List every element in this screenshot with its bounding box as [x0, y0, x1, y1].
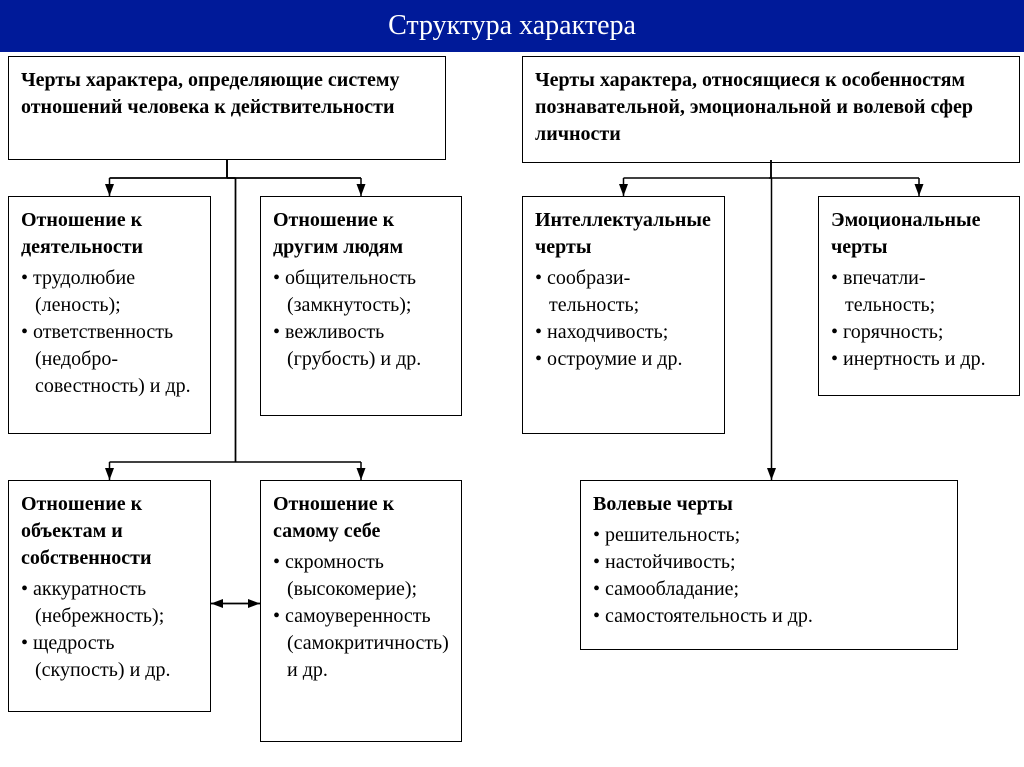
page-title: Структура характера [0, 0, 1024, 52]
box-title: Интеллекту­альные чер­ты [535, 207, 712, 261]
box-item: щедрость (скупость) и др. [21, 630, 198, 684]
box-title: Волевые черты [593, 491, 945, 518]
box-item: находчи­вость; [535, 319, 712, 346]
box-items: аккуратность (небрежность);щедрость (ску… [21, 576, 198, 684]
box-item: горячность; [831, 319, 1007, 346]
box-item: инертность и др. [831, 346, 1007, 373]
box-item: вежливость (грубость) и др. [273, 319, 449, 373]
title-text: Структура характера [388, 10, 636, 41]
box-item: общитель­ность (замкну­тость); [273, 265, 449, 319]
box-items: скромность (высокомерие);самоуверен­ност… [273, 549, 449, 684]
box-item: самостоятельность и др. [593, 603, 945, 630]
box-item: сообрази­тельность; [535, 265, 712, 319]
box-items: сообрази­тельность;находчи­вость;остроум… [535, 265, 712, 373]
box-item: настойчивость; [593, 549, 945, 576]
box-title: Отношение к самому себе [273, 491, 449, 545]
box-title: Отношение к объектам и собственности [21, 491, 198, 572]
box-item: решительность; [593, 522, 945, 549]
box-items: впечатли­тельность;горячность;инертность… [831, 265, 1007, 373]
box-parentRight: Черты характера, относящиеся к особеннос… [522, 56, 1020, 163]
box-b1: Отношение к деятельноститрудолюбие (лено… [8, 196, 211, 434]
box-title: Отношение к деятельности [21, 207, 198, 261]
box-title: Отношение к другим людям [273, 207, 449, 261]
box-items: общитель­ность (замкну­тость);вежливость… [273, 265, 449, 373]
box-item: ответствен­ность (недобро­совестность) и… [21, 319, 198, 400]
box-parentLeft: Черты характера, определяющие сис­тему о… [8, 56, 446, 160]
box-b5: Отношение к объектам и собственностиакку… [8, 480, 211, 712]
box-items: решительность;настойчивость;самообладани… [593, 522, 945, 630]
box-b3: Интеллекту­альные чер­тысообрази­тельнос… [522, 196, 725, 434]
box-item: впечатли­тельность; [831, 265, 1007, 319]
box-item: остроумие и др. [535, 346, 712, 373]
box-b2: Отношение к другим людямобщитель­ность (… [260, 196, 462, 416]
box-title: Эмоциональ­ные черты [831, 207, 1007, 261]
box-item: самоуверен­ность (самокри­тичность) и др… [273, 603, 449, 684]
box-item: аккуратность (небрежность); [21, 576, 198, 630]
box-b7: Волевые черты решительность;настойчивость… [580, 480, 958, 650]
box-item: скромность (высокомерие); [273, 549, 449, 603]
box-b6: Отношение к самому себескромность (высок… [260, 480, 462, 742]
box-item: самообладание; [593, 576, 945, 603]
box-title: Черты характера, относящиеся к особеннос… [535, 67, 1007, 148]
box-item: трудолюбие (леность); [21, 265, 198, 319]
box-b4: Эмоциональ­ные чертывпечатли­тельность;г… [818, 196, 1020, 396]
box-title: Черты характера, определяющие сис­тему о… [21, 67, 433, 121]
box-items: трудолюбие (леность);ответствен­ность (н… [21, 265, 198, 400]
